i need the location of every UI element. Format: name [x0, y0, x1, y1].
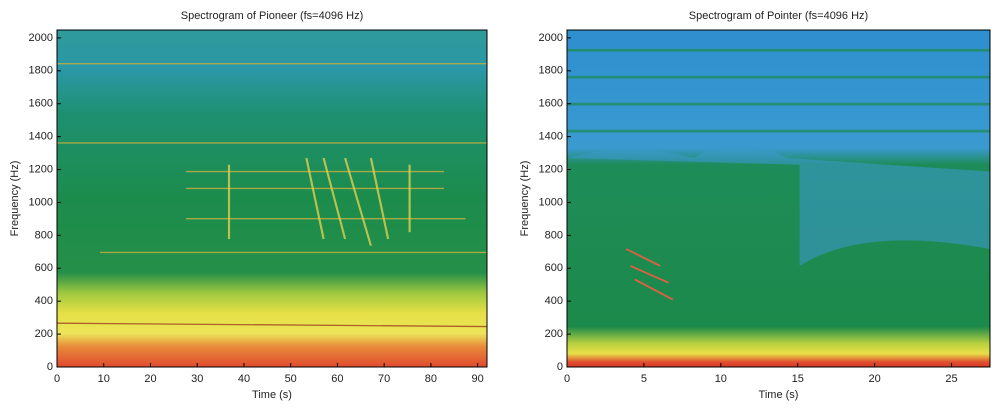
x-tick-label: 60 [331, 373, 343, 385]
y-tick-label: 0 [47, 361, 53, 373]
y-tick-label: 1400 [539, 131, 563, 143]
y-tick-label: 1000 [29, 196, 53, 208]
y-tick-label: 600 [35, 262, 53, 274]
y-tick-label: 200 [35, 328, 53, 340]
y-tick-label: 400 [35, 295, 53, 307]
spectrogram-image [57, 30, 487, 367]
x-tick-label: 80 [425, 373, 437, 385]
y-tick-label: 2000 [29, 32, 53, 44]
y-tick-label: 1200 [539, 163, 563, 175]
y-tick-label: 1200 [29, 163, 53, 175]
chart-title: Spectrogram of Pioneer (fs=4096 Hz) [181, 10, 364, 22]
y-tick-label: 1600 [29, 98, 53, 110]
y-tick-label: 400 [545, 295, 563, 307]
x-axis-label: Time (s) [252, 389, 292, 401]
x-tick-label: 10 [98, 373, 110, 385]
spectrogram-image [567, 30, 990, 367]
x-axis-label: Time (s) [759, 389, 799, 401]
x-tick-label: 0 [54, 373, 60, 385]
x-tick-label: 0 [564, 373, 570, 385]
x-tick-label: 15 [792, 373, 804, 385]
y-tick-label: 0 [557, 361, 563, 373]
x-tick-label: 25 [945, 373, 957, 385]
chart-title: Spectrogram of Pointer (fs=4096 Hz) [689, 10, 868, 22]
y-tick-label: 2000 [539, 32, 563, 44]
x-tick-label: 40 [238, 373, 250, 385]
x-tick-label: 50 [285, 373, 297, 385]
y-tick-label: 1600 [539, 98, 563, 110]
y-tick-label: 1800 [539, 65, 563, 77]
y-axis-label: Frequency (Hz) [519, 161, 531, 237]
y-axis-label: Frequency (Hz) [9, 161, 21, 237]
y-tick-label: 800 [35, 229, 53, 241]
x-tick-label: 20 [869, 373, 881, 385]
y-tick-label: 800 [545, 229, 563, 241]
y-tick-label: 200 [545, 328, 563, 340]
x-tick-label: 20 [144, 373, 156, 385]
x-tick-label: 30 [191, 373, 203, 385]
x-tick-label: 90 [472, 373, 484, 385]
y-tick-label: 600 [545, 262, 563, 274]
x-tick-label: 5 [641, 373, 647, 385]
y-tick-label: 1400 [29, 131, 53, 143]
plot-frame [566, 29, 991, 368]
y-tick-label: 1000 [539, 196, 563, 208]
x-tick-label: 10 [715, 373, 727, 385]
y-tick-label: 1800 [29, 65, 53, 77]
x-tick-label: 70 [378, 373, 390, 385]
plot-frame [56, 29, 488, 368]
